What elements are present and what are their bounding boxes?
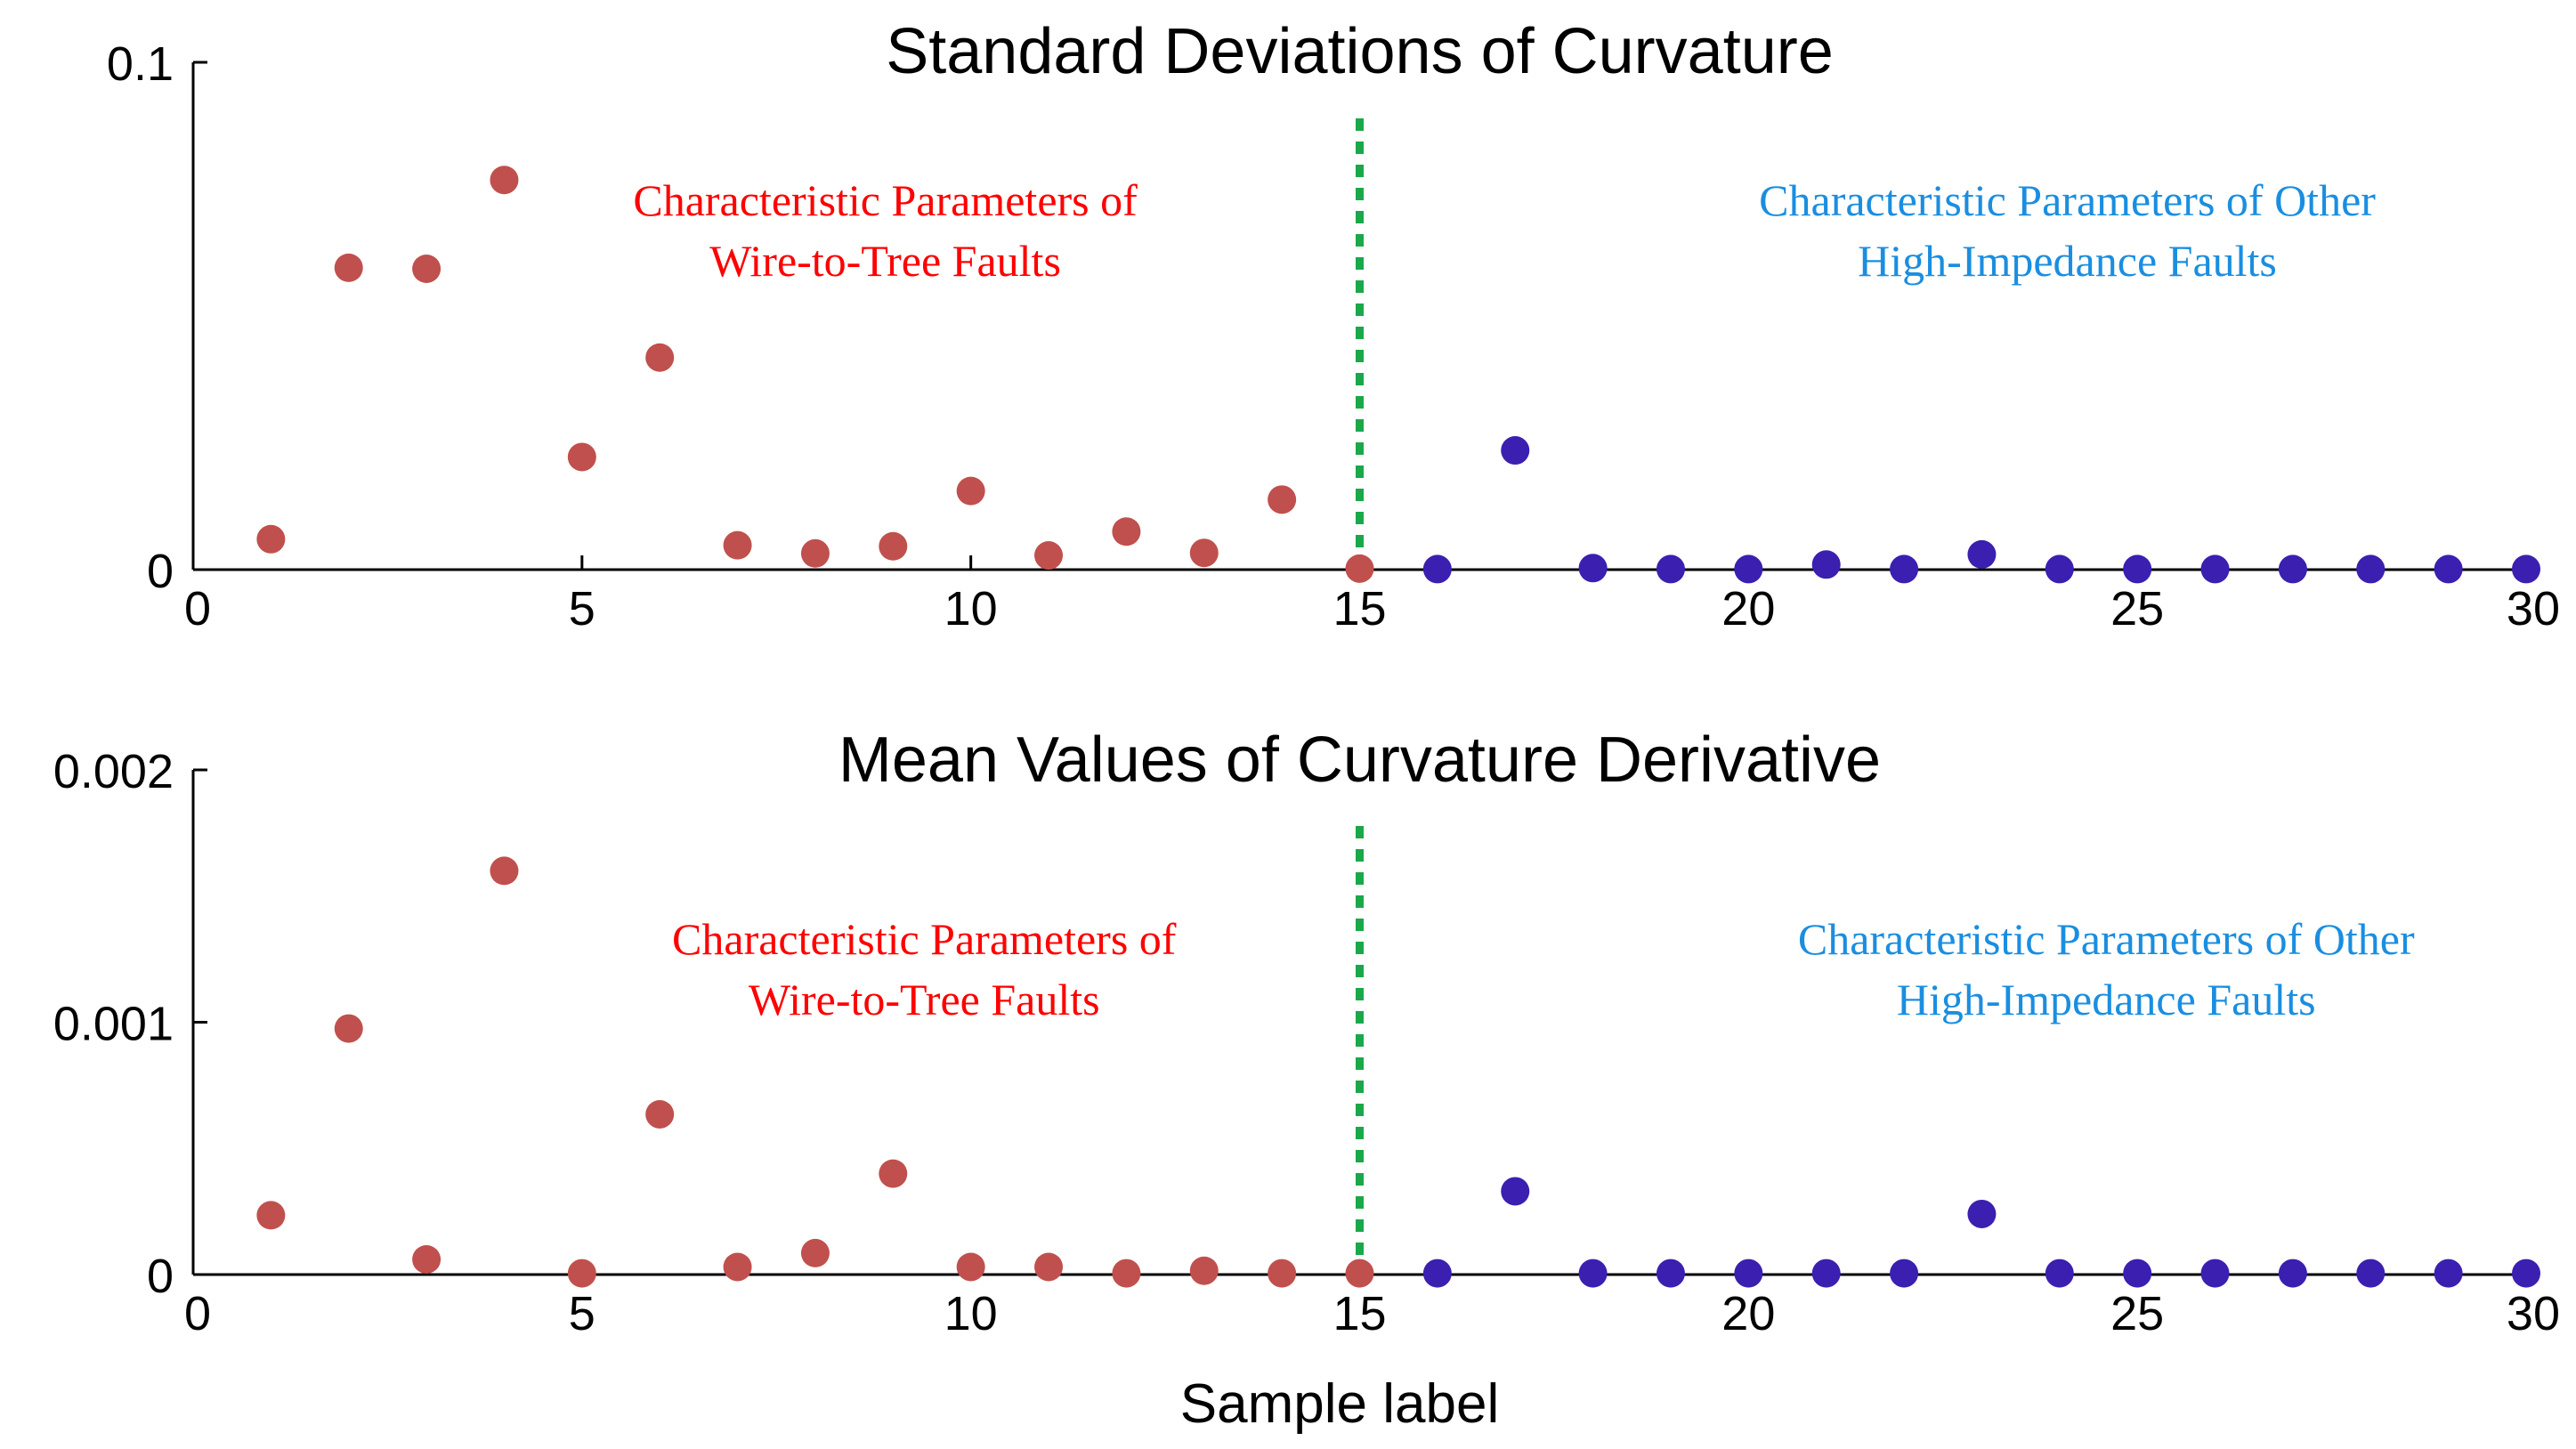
other-hif-point <box>1967 1199 1997 1228</box>
wire-to-tree-point <box>879 1159 908 1188</box>
x-tick-label: 10 <box>944 582 998 635</box>
chart-title: Mean Values of Curvature Derivative <box>838 724 1881 796</box>
wire-to-tree-point <box>956 476 985 506</box>
wire-to-tree-point <box>723 530 752 560</box>
x-tick-label: 15 <box>1333 582 1386 635</box>
wire-to-tree-point <box>256 1201 286 1230</box>
wire-to-tree-point <box>334 253 363 282</box>
other-hif-point <box>1578 1259 1608 1288</box>
wire-to-tree-point <box>1268 485 1297 514</box>
other-hif-point <box>1422 555 1452 584</box>
y-tick-label: 0.001 <box>53 998 174 1051</box>
wire-to-tree-point <box>1034 541 1064 571</box>
other-hif-point <box>1811 550 1841 579</box>
annotation-text: Characteristic Parameters of Other <box>1759 175 2376 225</box>
wire-to-tree-point <box>879 531 908 561</box>
x-tick-label: 0 <box>184 1287 211 1340</box>
annotation-text: Characteristic Parameters of <box>672 914 1177 964</box>
other-hif-point <box>1890 555 1919 584</box>
wire-to-tree-point <box>645 343 675 372</box>
wire-to-tree-point <box>1034 1252 1064 1282</box>
chart-title: Standard Deviations of Curvature <box>886 16 1834 87</box>
wire-to-tree-point <box>800 1238 830 1267</box>
other-hif-point <box>2434 555 2463 584</box>
x-tick-label: 30 <box>2507 1287 2560 1340</box>
x-tick-label: 20 <box>1721 1287 1775 1340</box>
wire-to-tree-point <box>645 1099 675 1129</box>
annotation-text: Wire-to-Tree Faults <box>749 975 1100 1024</box>
other-hif-point <box>1734 555 1763 584</box>
wire-to-tree-point <box>567 442 596 472</box>
x-tick-label: 25 <box>2110 1287 2164 1340</box>
wire-to-tree-point <box>956 1252 985 1282</box>
other-hif-point <box>1734 1259 1763 1288</box>
y-tick-label: 0.1 <box>107 37 174 91</box>
wire-to-tree-point <box>490 856 519 886</box>
wire-to-tree-point <box>1189 1256 1219 1285</box>
wire-to-tree-point <box>412 254 441 283</box>
y-tick-label: 0.002 <box>53 745 174 798</box>
other-hif-point <box>1578 554 1608 583</box>
other-hif-point <box>2356 555 2386 584</box>
other-hif-point <box>2123 555 2152 584</box>
other-hif-point <box>1422 1259 1452 1288</box>
wire-to-tree-point <box>1112 1259 1141 1288</box>
x-tick-label: 20 <box>1721 582 1775 635</box>
chart-standard-deviations: Standard Deviations of Curvature 0 5 10 15 20… <box>107 16 2560 635</box>
annotation-text: Characteristic Parameters of <box>633 175 1138 225</box>
x-tick-label: 25 <box>2110 582 2164 635</box>
chart-mean-values: Mean Values of Curvature Derivative 0 5 10 1… <box>53 724 2560 1340</box>
wire-to-tree-point <box>1345 1259 1374 1288</box>
other-hif-point <box>2512 555 2540 584</box>
other-hif-point <box>1501 1177 1530 1206</box>
annotation-text: Wire-to-Tree Faults <box>709 236 1061 286</box>
other-hif-point <box>2200 1259 2230 1288</box>
x-tick-label: 30 <box>2507 582 2560 635</box>
wire-to-tree-point <box>800 538 830 568</box>
other-hif-point <box>2278 1259 2307 1288</box>
other-hif-point <box>2200 555 2230 584</box>
x-tick-label: 10 <box>944 1287 998 1340</box>
other-hif-point <box>1811 1259 1841 1288</box>
y-tick-label: 0 <box>147 1250 174 1303</box>
other-hif-point <box>1967 539 1997 569</box>
wire-to-tree-point <box>256 524 286 554</box>
wire-to-tree-point <box>1345 554 1374 583</box>
x-tick-label: 15 <box>1333 1287 1386 1340</box>
wire-to-tree-point <box>1189 538 1219 568</box>
x-tick-label: 5 <box>569 1287 595 1340</box>
other-hif-point <box>1656 555 1685 584</box>
other-hif-point <box>2512 1259 2540 1288</box>
x-tick-label: 0 <box>184 582 211 635</box>
wire-to-tree-point <box>412 1244 441 1274</box>
x-axis-label: Sample label <box>1180 1373 1499 1435</box>
wire-to-tree-point <box>1112 517 1141 546</box>
other-hif-point <box>1890 1259 1919 1288</box>
wire-to-tree-point <box>567 1259 596 1288</box>
y-tick-label: 0 <box>147 545 174 598</box>
other-hif-point <box>2356 1259 2386 1288</box>
wire-to-tree-point <box>490 166 519 195</box>
other-hif-point <box>2434 1259 2463 1288</box>
other-hif-point <box>2045 555 2074 584</box>
wire-to-tree-point <box>1268 1259 1297 1288</box>
other-hif-point <box>2278 555 2307 584</box>
other-hif-point <box>2045 1259 2074 1288</box>
annotation-text: High-Impedance Faults <box>1897 975 2316 1024</box>
other-hif-point <box>1501 436 1530 465</box>
annotation-text: High-Impedance Faults <box>1858 236 2277 286</box>
other-hif-point <box>2123 1259 2152 1288</box>
wire-to-tree-point <box>334 1014 363 1043</box>
other-hif-point <box>1656 1259 1685 1288</box>
wire-to-tree-point <box>723 1252 752 1282</box>
x-tick-label: 5 <box>569 582 595 635</box>
annotation-text: Characteristic Parameters of Other <box>1798 914 2415 964</box>
